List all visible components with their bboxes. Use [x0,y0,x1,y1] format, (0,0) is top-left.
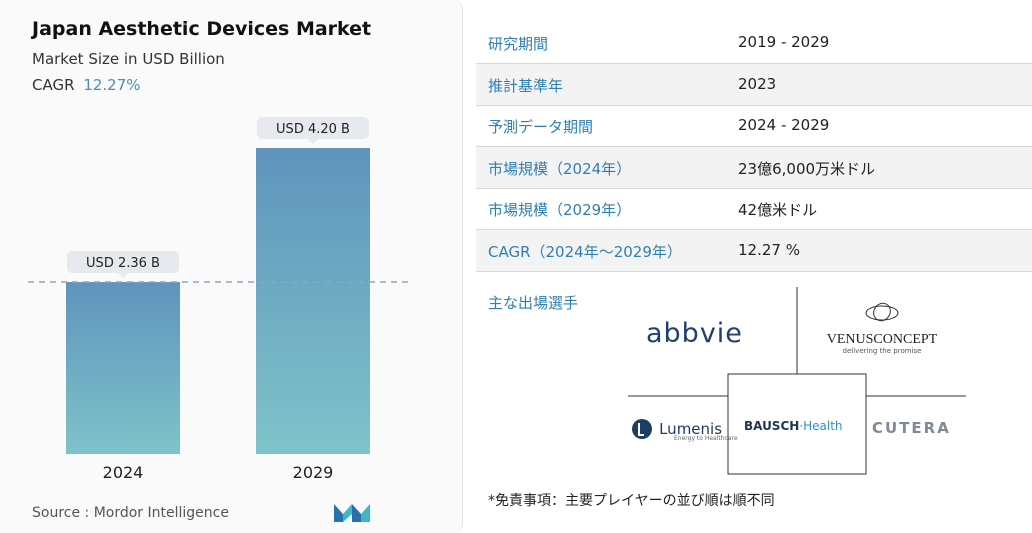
cagr-value: 12.27% [83,76,141,94]
row-value: 23億6,000万米ドル [738,159,876,178]
row-value: 12.27 % [738,240,800,259]
table-row: CAGR（2024年～2029年） 12.27 % [476,229,1032,272]
bar-2029 [256,148,370,454]
lumenis-mark-icon [632,418,652,439]
info-table: 研究期間 2019 - 2029 推計基準年 2023 予測データ期間 2024 - 20… [476,0,1032,533]
chart-panel: Japan Aesthetic Devices Market Market Si… [0,0,463,533]
lumenis-tag: Energy to Healthcare [674,434,738,442]
player-cutera-logo: CUTERA [872,419,951,437]
bar-chart: USD 2.36 B 2024 USD 4.20 B 2029 [28,117,410,482]
venus-name: VENUSCONCEPT [826,332,938,347]
source-note: Source : Mordor Intelligence [32,505,229,521]
data-label-text: USD 2.36 B [86,256,160,271]
disclaimer: *免責事項：主要プレイヤーの並び順は順不同 [488,493,775,509]
row-label: 研究期間 [488,35,549,53]
mordor-logo-icon [334,504,370,522]
lumenis-name: Lumenis [659,419,723,438]
chart-subtitle: Market Size in USD Billion [32,50,225,68]
player-venus-concept-logo: VENUSCONCEPT delivering the promise [822,300,942,355]
table-row: 研究期間 2019 - 2029 [476,22,1032,64]
row-label: 推計基準年 [488,76,564,95]
bar-2024 [66,282,180,454]
player-lumenis-logo: Lumenis Energy to Healthcare [632,418,738,442]
data-label-2024: USD 2.36 B [67,251,179,279]
row-value: 2019 - 2029 [738,33,830,51]
table-row: 推計基準年 2023 [476,63,1032,106]
venus-tag: delivering the promise [842,347,922,355]
row-label: 市場規模（2024年） [488,159,632,178]
row-label: CAGR（2024年～2029年） [488,242,682,261]
data-label-text: USD 4.20 B [276,122,350,137]
row-label: 市場規模（2029年） [488,201,632,219]
bausch-health: ·Health [799,419,843,433]
table-row: 予測データ期間 2024 - 2029 [476,105,1032,147]
row-value: 42億米ドル [738,201,818,219]
x-tick-label-2029: 2029 [293,463,334,482]
x-tick-label-2024: 2024 [103,463,144,482]
player-abbvie-logo: abbvie [646,318,743,349]
player-bausch-health-logo: BAUSCH·Health [744,419,843,433]
data-label-2029: USD 4.20 B [257,117,369,144]
chart-title: Japan Aesthetic Devices Market [32,18,372,40]
row-value: 2023 [738,74,777,93]
bausch-name: BAUSCH [744,419,800,433]
row-value: 2024 - 2029 [738,116,830,134]
table-row: 市場規模（2029年） 42億米ドル [476,188,1032,230]
cagr-line: CAGR 12.27% [32,76,141,94]
venus-swirl-icon [865,302,899,322]
cagr-label: CAGR [32,76,75,94]
players-title: 主な出場選手 [488,294,579,312]
table-row: 市場規模（2024年） 23億6,000万米ドル [476,146,1032,189]
row-label: 予測データ期間 [488,118,594,136]
